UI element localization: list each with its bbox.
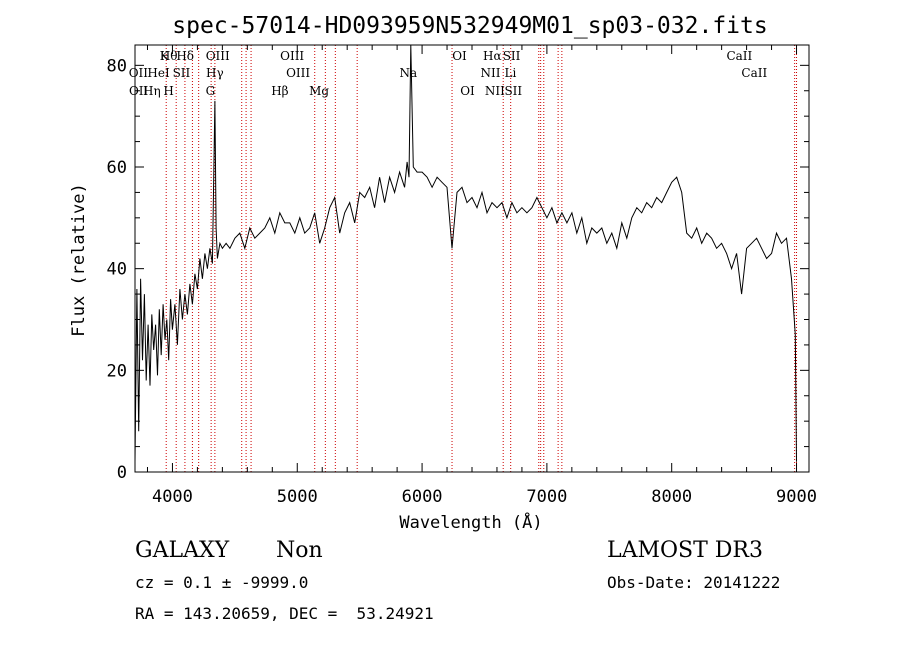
plot-frame bbox=[134, 44, 810, 473]
line-label: HeI bbox=[147, 66, 170, 80]
line-label: Hγ bbox=[206, 66, 224, 80]
line-label: Na bbox=[400, 66, 418, 80]
line-label: Hθ bbox=[160, 49, 178, 63]
spectrum-line bbox=[134, 44, 797, 462]
line-label: OIII bbox=[286, 66, 310, 80]
line-label: Hα bbox=[483, 49, 502, 63]
x-tick-label: 4000 bbox=[152, 487, 193, 507]
survey-name: LAMOST DR3 bbox=[607, 538, 763, 563]
spectrum-chart: spec-57014-HD093959N532949M01_sp03-032.f… bbox=[69, 13, 817, 533]
object-subclass: Non bbox=[276, 538, 323, 563]
obs-date: Obs-Date: 20141222 bbox=[607, 573, 781, 592]
line-label: Hβ bbox=[271, 84, 288, 98]
object-class: GALAXY bbox=[135, 538, 230, 563]
line-label: Hη bbox=[143, 84, 161, 98]
line-label: CaII bbox=[726, 49, 752, 63]
x-tick-label: 6000 bbox=[402, 487, 443, 507]
line-label: OIII bbox=[206, 49, 230, 63]
line-label: K bbox=[160, 49, 170, 63]
line-label: CaII bbox=[741, 66, 767, 80]
x-axis-ticks: 4000 5000 6000 7000 8000 9000 bbox=[146, 45, 817, 507]
x-tick-label: 8000 bbox=[651, 487, 692, 507]
line-label: NII bbox=[485, 84, 505, 98]
line-label: G bbox=[206, 84, 216, 98]
y-tick-label: 0 bbox=[117, 463, 127, 483]
line-label: SII bbox=[503, 49, 521, 63]
x-axis-label: Wavelength (Å) bbox=[399, 511, 542, 533]
coordinates-line: RA = 143.20659, DEC = 53.24921 bbox=[135, 604, 434, 623]
line-label: Hδ bbox=[176, 49, 194, 63]
chart-title: spec-57014-HD093959N532949M01_sp03-032.f… bbox=[172, 13, 767, 39]
y-tick-label: 20 bbox=[107, 361, 127, 381]
line-label: SII bbox=[504, 84, 522, 98]
spectral-line-markers bbox=[165, 45, 798, 472]
x-tick-label: 5000 bbox=[277, 487, 318, 507]
line-label: Mg bbox=[309, 84, 329, 98]
line-label: SII bbox=[173, 66, 191, 80]
x-tick-label: 7000 bbox=[526, 487, 567, 507]
line-label: OI bbox=[460, 84, 475, 98]
line-label: H bbox=[163, 84, 173, 98]
line-label: OII bbox=[129, 66, 149, 80]
line-label: NII bbox=[480, 66, 500, 80]
y-tick-label: 80 bbox=[107, 56, 127, 76]
y-axis-label: Flux (relative) bbox=[69, 183, 89, 337]
line-label: Li bbox=[505, 66, 517, 80]
y-axis-ticks: 0 20 40 60 80 bbox=[107, 56, 809, 483]
redshift-line: cz = 0.1 ± -9999.0 bbox=[135, 573, 309, 592]
x-tick-label: 9000 bbox=[776, 487, 817, 507]
y-tick-label: 60 bbox=[107, 158, 127, 178]
y-tick-label: 40 bbox=[107, 260, 127, 280]
line-label: OIII bbox=[280, 49, 304, 63]
line-label: OI bbox=[452, 49, 467, 63]
